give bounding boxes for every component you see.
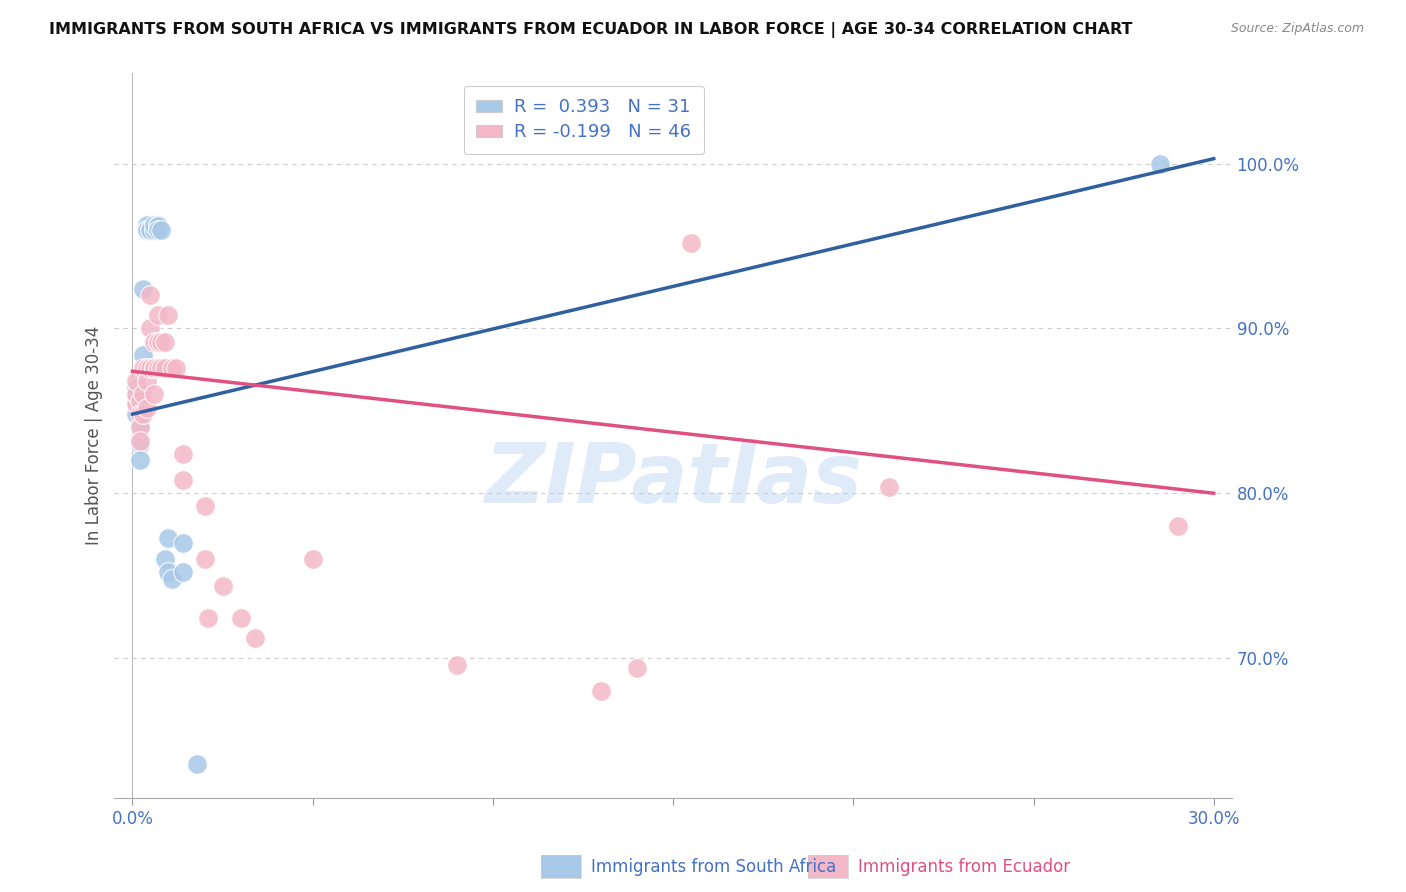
Point [157,531,180,545]
Point [128,453,150,467]
Point [150,334,173,349]
Point [153,334,176,349]
Point [139,361,162,376]
Point [139,288,162,302]
Point [143,387,166,401]
Point [143,218,166,232]
Point [146,218,169,232]
Point [1167,519,1189,533]
Text: ZIPatlas: ZIPatlas [484,439,862,519]
Point [146,219,169,234]
Point [128,393,150,408]
Legend: R =  0.393   N = 31, R = -0.199   N = 46: R = 0.393 N = 31, R = -0.199 N = 46 [464,86,704,154]
Point [128,434,150,448]
Point [172,447,194,461]
Point [160,361,183,376]
Text: IMMIGRANTS FROM SOUTH AFRICA VS IMMIGRANTS FROM ECUADOR IN LABOR FORCE | AGE 30-: IMMIGRANTS FROM SOUTH AFRICA VS IMMIGRAN… [49,22,1133,38]
Point [1149,156,1171,170]
Point [146,308,169,322]
Point [125,393,148,408]
Point [132,282,155,296]
Point [146,334,169,349]
Point [139,222,162,236]
Point [143,334,166,349]
Point [211,578,233,592]
Point [157,308,180,322]
Point [125,387,148,401]
Point [125,381,148,395]
Point [193,500,215,514]
Y-axis label: In Labor Force | Age 30-34: In Labor Force | Age 30-34 [86,326,103,545]
Point [146,334,169,349]
Point [132,387,155,401]
Point [879,480,901,494]
Point [172,535,194,549]
Point [135,222,157,236]
Point [229,611,252,625]
Point [160,572,183,586]
Point [139,222,162,236]
Text: Immigrants from Ecuador: Immigrants from Ecuador [858,858,1070,876]
Point [125,374,148,388]
Point [125,387,148,401]
Point [157,566,180,580]
Point [589,684,612,698]
Point [143,222,166,236]
Point [135,222,157,236]
Point [135,218,157,232]
Point [172,566,194,580]
Point [143,361,166,376]
Point [139,321,162,335]
Point [681,235,703,250]
Point [135,361,157,376]
Point [143,361,166,376]
Point [135,222,157,236]
Point [153,552,176,566]
Point [626,661,648,675]
Point [128,437,150,451]
Point [446,657,468,672]
Point [135,374,157,388]
Point [125,397,148,411]
Point [243,632,266,646]
Point [186,756,208,771]
Point [128,420,150,434]
Point [128,407,150,421]
Point [132,361,155,376]
Point [125,407,148,421]
Point [301,552,323,566]
Point [139,222,162,236]
Point [193,552,215,566]
Point [150,222,173,236]
Point [153,361,176,376]
Point [197,611,219,625]
Point [132,348,155,362]
Text: Source: ZipAtlas.com: Source: ZipAtlas.com [1230,22,1364,36]
Point [146,222,169,236]
Point [128,391,150,405]
Text: Immigrants from South Africa: Immigrants from South Africa [591,858,835,876]
Point [165,361,187,376]
Point [128,420,150,434]
Point [150,361,173,376]
Point [146,361,169,376]
Point [135,401,157,415]
Point [132,407,155,421]
Point [172,473,194,487]
